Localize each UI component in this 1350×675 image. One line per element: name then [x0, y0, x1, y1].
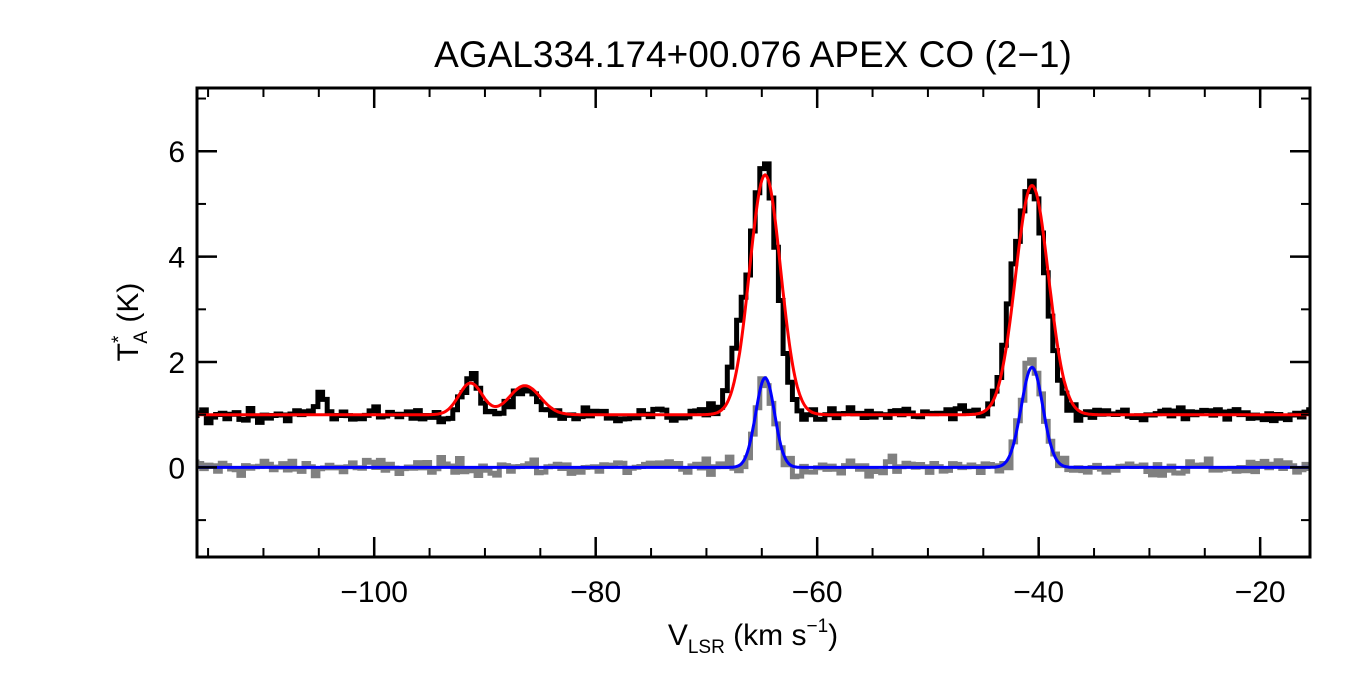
y-tick-label: 4	[168, 242, 185, 275]
y-axis-label-sub: A	[131, 331, 152, 344]
y-axis-label-sup: *	[109, 335, 130, 343]
series-1-fit-line	[197, 173, 1310, 417]
series-0-histogram	[197, 161, 1310, 426]
series-layer	[197, 161, 1310, 480]
x-axis-label-sup: −1	[806, 616, 828, 637]
x-tick-label: −60	[792, 576, 843, 609]
ticks-layer: −100 −80 −60 −40 −20 0 2 4 6	[168, 88, 1310, 609]
x-tick-label: −80	[570, 576, 621, 609]
x-axis-label-main: V	[668, 619, 688, 652]
x-axis-label-unit: (km s	[725, 619, 807, 652]
y-axis-label: T*A (K)	[109, 283, 152, 362]
x-axis-label-sub: LSR	[688, 637, 725, 658]
y-axis-label-unit: (K)	[112, 283, 145, 331]
plot-frame	[195, 86, 1312, 559]
y-tick-label: 6	[168, 136, 185, 169]
y-tick-label: 2	[168, 347, 185, 380]
x-tick-label: −40	[1013, 576, 1064, 609]
plot-area	[197, 161, 1310, 480]
y-tick-label: 0	[168, 452, 185, 485]
x-axis-label: VLSR (km s−1)	[668, 616, 838, 658]
x-tick-label: −100	[340, 576, 408, 609]
chart-title: AGAL334.174+00.076 APEX CO (2−1)	[434, 34, 1072, 75]
series-3-fit-line	[197, 365, 1310, 469]
x-axis-label-close: )	[828, 619, 838, 652]
x-tick-label: −20	[1235, 576, 1286, 609]
y-axis-label-main: T	[112, 343, 145, 361]
